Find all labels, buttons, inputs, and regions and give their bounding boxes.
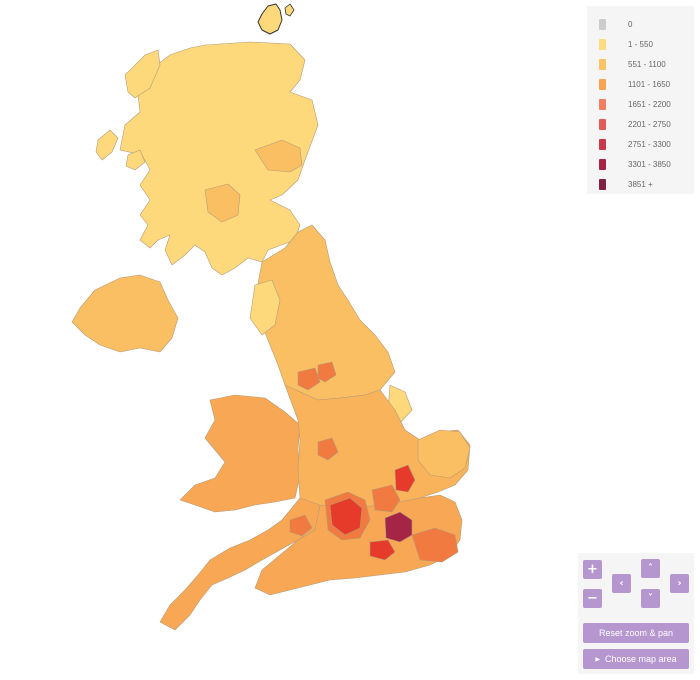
pan-down-button[interactable]: ˅ [641,589,660,608]
legend-swatch [599,98,606,110]
legend-label: 1651 - 2200 [628,99,671,109]
map-controls: + − ˄ ‹ › ˅ Reset zoom & pan ▶ Choose ma… [578,553,694,674]
legend-label: 1 - 550 [628,39,653,49]
legend-item: 0 [599,14,694,34]
region-scotland[interactable] [119,41,319,276]
region-bristol[interactable] [289,514,313,537]
region-hebrides-south[interactable] [95,129,119,161]
legend-item: 2751 - 3300 [599,134,694,154]
choose-map-area-label: Choose map area [605,654,677,664]
region-herts[interactable] [371,484,401,513]
legend-swatch [599,78,606,90]
region-leeds[interactable] [317,361,337,383]
legend-label: 1101 - 1650 [628,79,671,89]
legend-swatch [599,38,606,50]
region-east-anglia[interactable] [417,429,471,479]
region-perth[interactable] [204,183,241,223]
pan-right-button[interactable]: › [670,574,689,593]
uk-map[interactable] [0,0,575,680]
legend-item: 3851 + [599,174,694,194]
legend-label: 0 [628,19,633,29]
choose-map-area-button[interactable]: ▶ Choose map area [583,649,689,669]
legend-swatch [599,138,606,150]
legend-swatch [599,178,606,190]
region-shetland-isle[interactable] [284,3,295,17]
legend-label: 3851 + [628,179,653,189]
region-cumbria[interactable] [249,279,281,336]
legend-item: 1651 - 2200 [599,94,694,114]
region-wales[interactable] [179,394,301,513]
region-kent[interactable] [411,527,459,563]
zoom-in-button[interactable]: + [583,560,602,579]
region-shetland[interactable] [257,3,283,35]
reset-zoom-pan-button[interactable]: Reset zoom & pan [583,623,689,643]
zoom-out-button[interactable]: − [583,589,602,608]
legend-item: 1 - 550 [599,34,694,54]
legend-item: 1101 - 1650 [599,74,694,94]
legend-item: 2201 - 2750 [599,114,694,134]
region-northern-ireland[interactable] [71,274,179,353]
legend-swatch [599,58,606,70]
pan-up-button[interactable]: ˄ [641,559,660,578]
region-birmingham[interactable] [317,437,339,461]
legend-item: 3301 - 3850 [599,154,694,174]
pan-left-button[interactable]: ‹ [612,574,631,593]
legend-label: 3301 - 3850 [628,159,671,169]
legend-label: 551 - 1100 [628,59,666,69]
region-hebrides[interactable] [124,49,161,99]
region-cambridge[interactable] [394,464,416,493]
legend-swatch [599,118,606,130]
region-aberdeen[interactable] [254,139,303,173]
region-skye[interactable] [125,149,146,171]
play-triangle-icon: ▶ [595,656,601,663]
legend-label: 2201 - 2750 [628,119,671,129]
legend-swatch [599,158,606,170]
legend-swatch [599,18,606,30]
region-north-england[interactable] [254,224,396,401]
region-thames-valley[interactable] [329,497,363,536]
region-manchester[interactable] [297,367,321,391]
region-surrey[interactable] [369,539,396,561]
legend-item: 551 - 1100 [599,54,694,74]
legend: 0 1 - 550 551 - 1100 1101 - 1650 1651 - … [587,6,694,194]
legend-label: 2751 - 3300 [628,139,671,149]
